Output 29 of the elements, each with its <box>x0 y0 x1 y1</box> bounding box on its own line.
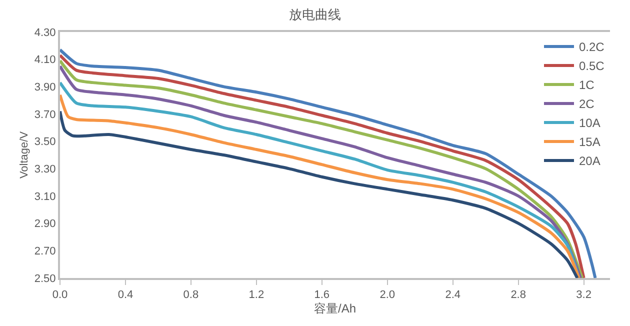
x-tick-label: 0.4 <box>118 289 134 302</box>
legend-label: 10A <box>579 116 600 130</box>
y-tick-label: 4.30 <box>34 26 56 39</box>
legend-label: 0.2C <box>579 40 605 54</box>
legend-label: 2C <box>579 97 595 112</box>
y-tick-label: 2.50 <box>34 272 56 285</box>
x-tick-label: 1.6 <box>314 289 330 302</box>
y-tick-label: 3.70 <box>34 108 56 121</box>
legend-label: 15A <box>579 135 600 150</box>
x-tick-label: 2.8 <box>510 289 526 302</box>
legend-label: 1C <box>579 78 595 92</box>
legend-label: 20A <box>579 154 600 168</box>
x-tick-label: 2.0 <box>380 289 396 302</box>
chart-title: 放电曲线 <box>289 6 341 22</box>
x-tick-label: 3.2 <box>576 289 592 302</box>
x-tick-label: 1.2 <box>248 289 264 302</box>
y-tick-label: 3.10 <box>34 190 56 203</box>
y-axis-title: Voltage/V <box>18 130 31 179</box>
y-tick-label: 3.50 <box>34 136 56 148</box>
x-axis-title: 容量/Ah <box>314 302 356 316</box>
x-tick-label: 0.0 <box>52 289 68 302</box>
y-tick-label: 2.90 <box>34 218 56 230</box>
legend-label: 0.5C <box>579 59 605 74</box>
y-tick-label: 3.30 <box>34 164 56 176</box>
x-tick-label: 0.8 <box>183 289 199 302</box>
y-tick-label: 4.10 <box>34 54 56 66</box>
y-tick-label: 3.90 <box>34 82 56 94</box>
x-tick-label: 2.4 <box>445 289 461 302</box>
y-tick-label: 2.70 <box>34 246 56 258</box>
